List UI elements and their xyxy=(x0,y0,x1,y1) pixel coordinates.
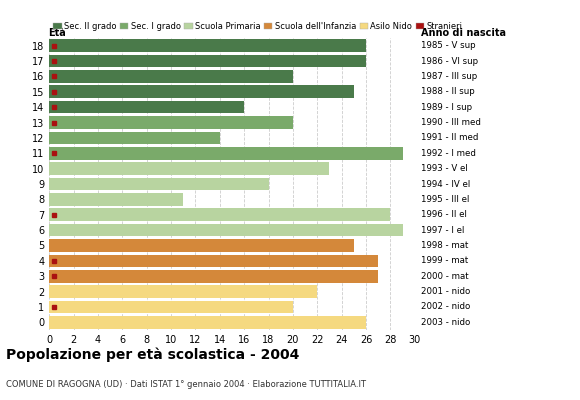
Bar xyxy=(49,239,354,252)
Bar xyxy=(49,285,317,298)
Text: 2001 - nido: 2001 - nido xyxy=(421,287,470,296)
Bar xyxy=(49,116,293,129)
Bar xyxy=(49,301,293,313)
Text: 1998 - mat: 1998 - mat xyxy=(421,241,469,250)
Text: 1995 - III el: 1995 - III el xyxy=(421,195,470,204)
Text: 1992 - I med: 1992 - I med xyxy=(421,149,476,158)
Text: 1988 - II sup: 1988 - II sup xyxy=(421,87,475,96)
Bar xyxy=(49,39,366,52)
Text: 1989 - I sup: 1989 - I sup xyxy=(421,103,473,112)
Bar xyxy=(49,101,244,114)
Text: 2000 - mat: 2000 - mat xyxy=(421,272,469,281)
Text: Età: Età xyxy=(48,28,66,38)
Text: 1987 - III sup: 1987 - III sup xyxy=(421,72,477,81)
Text: 1999 - mat: 1999 - mat xyxy=(421,256,469,265)
Bar xyxy=(49,70,293,83)
Text: 1991 - II med: 1991 - II med xyxy=(421,133,478,142)
Text: 1996 - II el: 1996 - II el xyxy=(421,210,467,219)
Bar xyxy=(49,224,403,236)
Bar xyxy=(49,147,403,160)
Bar xyxy=(49,162,329,175)
Bar xyxy=(49,254,378,267)
Text: 1997 - I el: 1997 - I el xyxy=(421,226,465,235)
Bar xyxy=(49,208,390,221)
Bar xyxy=(49,270,378,282)
Bar xyxy=(49,193,183,206)
Bar xyxy=(49,178,269,190)
Bar xyxy=(49,316,366,329)
Text: 1985 - V sup: 1985 - V sup xyxy=(421,41,476,50)
Text: COMUNE DI RAGOGNA (UD) · Dati ISTAT 1° gennaio 2004 · Elaborazione TUTTITALIA.IT: COMUNE DI RAGOGNA (UD) · Dati ISTAT 1° g… xyxy=(6,380,366,389)
Bar xyxy=(49,86,354,98)
Legend: Sec. II grado, Sec. I grado, Scuola Primaria, Scuola dell'Infanzia, Asilo Nido, : Sec. II grado, Sec. I grado, Scuola Prim… xyxy=(53,22,462,31)
Text: Anno di nascita: Anno di nascita xyxy=(421,28,506,38)
Text: Popolazione per età scolastica - 2004: Popolazione per età scolastica - 2004 xyxy=(6,348,299,362)
Text: 2003 - nido: 2003 - nido xyxy=(421,318,470,327)
Bar xyxy=(49,55,366,67)
Text: 1986 - VI sup: 1986 - VI sup xyxy=(421,56,478,66)
Bar xyxy=(49,132,220,144)
Text: 1993 - V el: 1993 - V el xyxy=(421,164,468,173)
Text: 1990 - III med: 1990 - III med xyxy=(421,118,481,127)
Text: 2002 - nido: 2002 - nido xyxy=(421,302,470,312)
Text: 1994 - IV el: 1994 - IV el xyxy=(421,180,470,188)
